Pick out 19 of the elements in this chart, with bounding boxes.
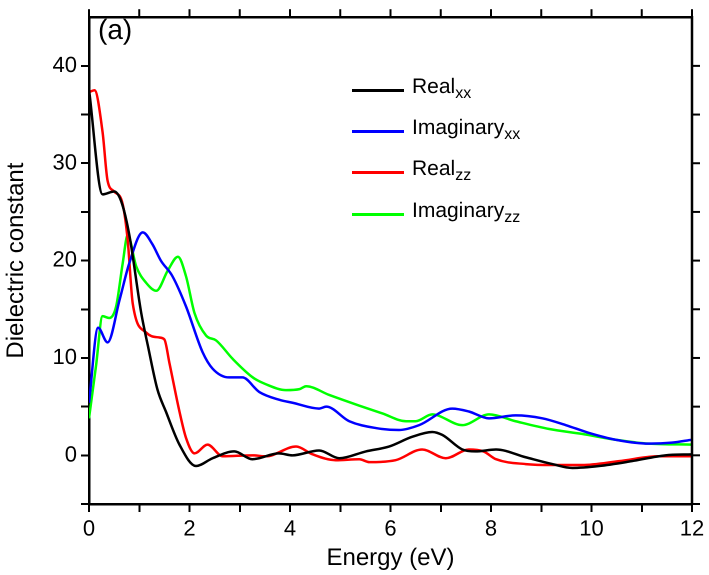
x-tick-label: 10 <box>579 515 604 540</box>
legend-label: Real$_{zz}$ <box>412 156 472 187</box>
y-tick-label: 20 <box>52 246 77 272</box>
x-tick-label: 0 <box>82 515 96 540</box>
legend-label: Imaginary$_{xx}$ <box>412 115 520 146</box>
y-tick-label: 0 <box>64 441 77 466</box>
legend-label: Real$_{xx}$ <box>412 74 472 104</box>
annotation: (a) <box>98 14 132 46</box>
y-axis-title: Dielectric constant <box>2 162 30 359</box>
y-tick-label: 10 <box>52 344 77 370</box>
legend-label: Imaginary$_{zz}$ <box>412 198 520 228</box>
x-tick-label: 8 <box>484 515 498 540</box>
x-axis-title: Energy (eV) <box>326 544 455 572</box>
y-tick-label: 40 <box>52 52 77 77</box>
x-tick-label: 2 <box>183 515 196 540</box>
x-tick-label: 4 <box>284 515 296 540</box>
x-tick-label: 12 <box>680 515 704 540</box>
x-tick-label: 6 <box>384 515 397 540</box>
y-tick-label: 30 <box>52 149 77 174</box>
